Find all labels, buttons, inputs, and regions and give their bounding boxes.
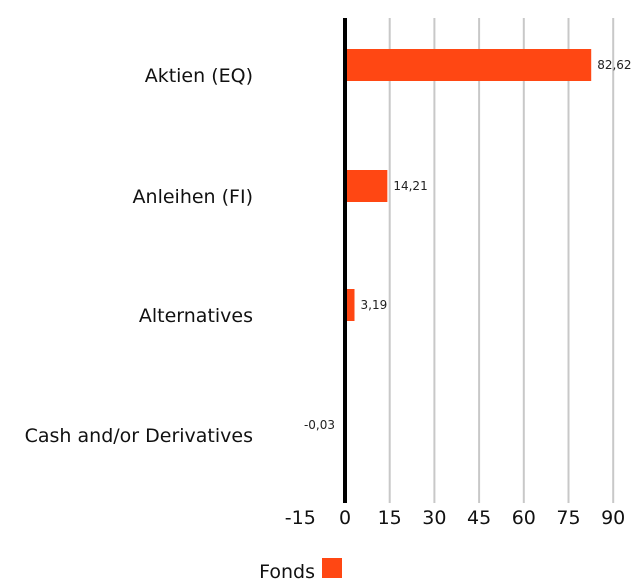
data-label-1: 14,21	[393, 179, 427, 193]
legend: Fonds	[259, 558, 342, 581]
x-tick-label-0: -15	[285, 507, 316, 529]
data-labels: 82,62 14,21 3,19 -0,03	[304, 58, 632, 432]
data-label-3: -0,03	[304, 418, 335, 432]
category-labels: Aktien (EQ) Anleihen (FI) Alternatives Cash…	[25, 65, 253, 447]
x-tick-label-4: 45	[467, 507, 491, 529]
bar-0	[345, 49, 592, 81]
legend-swatch-fonds	[322, 558, 342, 578]
legend-label-fonds: Fonds	[259, 561, 315, 581]
bars-layer	[344, 49, 592, 441]
x-tick-label-5: 60	[512, 507, 536, 529]
x-tick-labels: -15 0 15 30 45 60 75 90	[285, 507, 626, 529]
grid-layer	[388, 18, 615, 503]
x-tick-label-6: 75	[556, 507, 580, 529]
category-label-0: Aktien (EQ)	[145, 65, 253, 87]
data-label-2: 3,19	[361, 298, 388, 312]
x-tick-label-2: 15	[378, 507, 402, 529]
x-tick-label-1: 0	[339, 507, 351, 529]
category-label-3: Cash and/or Derivatives	[25, 425, 253, 447]
x-tick-label-3: 30	[422, 507, 446, 529]
bar-1	[345, 170, 388, 202]
x-tick-label-7: 90	[601, 507, 625, 529]
bar-2	[345, 289, 355, 321]
data-label-0: 82,62	[597, 58, 631, 72]
category-label-2: Alternatives	[139, 305, 253, 327]
category-label-1: Anleihen (FI)	[133, 186, 253, 208]
